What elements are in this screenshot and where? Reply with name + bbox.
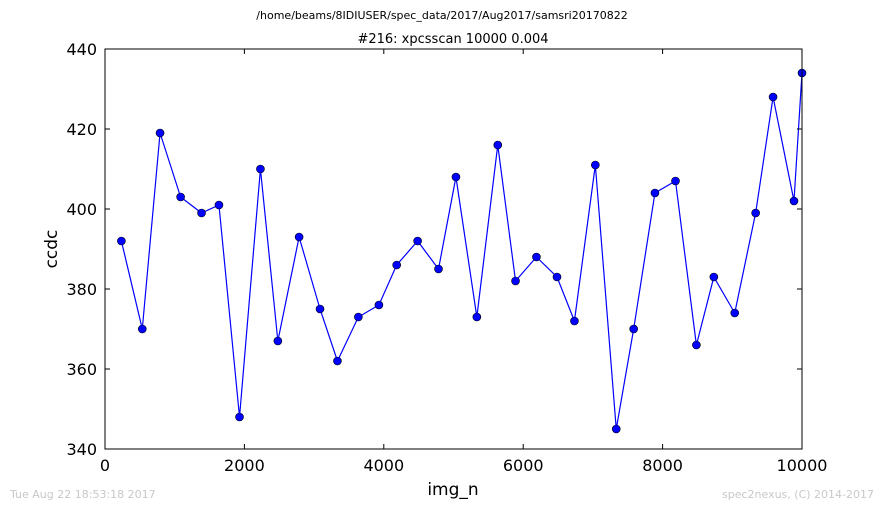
data-point-22: [552, 272, 562, 282]
x-tick-label-1: 2000: [224, 456, 265, 475]
plot-area: [105, 49, 802, 449]
data-point-8: [273, 336, 283, 346]
series-line-0: [120, 72, 803, 430]
data-point-2: [155, 128, 165, 138]
data-point-33: [768, 92, 778, 102]
chart-suptitle: /home/beams/8IDIUSER/spec_data/2017/Aug2…: [256, 9, 627, 22]
data-point-19: [493, 140, 503, 150]
chart-title: #216: xpcsscan 10000 0.004: [357, 32, 548, 47]
data-point-10: [315, 304, 325, 314]
x-tick-label-0: 0: [100, 456, 110, 475]
x-tick-label-3: 6000: [503, 456, 544, 475]
data-point-4: [197, 208, 206, 218]
data-point-6: [235, 412, 244, 422]
footer-timestamp: Tue Aug 22 18:53:18 2017: [9, 488, 156, 501]
y-tick-label-4: 420: [66, 120, 97, 139]
y-axis-label: ccdc: [42, 230, 62, 269]
data-point-3: [176, 192, 185, 202]
x-tick-label-4: 8000: [642, 456, 683, 475]
y-tick-label-0: 340: [66, 440, 97, 459]
data-point-9: [294, 232, 304, 242]
data-point-34: [789, 196, 799, 206]
data-point-30: [709, 272, 719, 282]
data-point-7: [256, 164, 265, 174]
y-tick-label-3: 400: [66, 200, 97, 219]
data-point-18: [472, 312, 482, 322]
data-point-13: [374, 300, 384, 310]
y-tick-label-5: 440: [66, 40, 97, 59]
data-point-14: [392, 260, 401, 270]
y-tick-label-1: 360: [66, 360, 97, 379]
data-point-31: [730, 308, 740, 318]
data-point-21: [532, 252, 541, 262]
x-axis-label: img_n: [427, 480, 478, 500]
data-point-15: [413, 236, 422, 246]
data-point-26: [629, 324, 638, 334]
data-point-25: [611, 424, 621, 434]
data-point-28: [671, 176, 680, 186]
y-tick-label-2: 380: [66, 280, 97, 299]
series-layer: [117, 68, 807, 434]
data-point-20: [511, 276, 520, 286]
x-tick-label-5: 10000: [777, 456, 828, 475]
data-point-17: [451, 172, 461, 182]
data-point-24: [591, 160, 600, 170]
footer-credit: spec2nexus, (C) 2014-2017: [722, 488, 874, 501]
data-point-29: [692, 340, 701, 350]
data-point-27: [650, 188, 660, 198]
data-point-0: [117, 236, 126, 246]
plot-frame: [104, 48, 803, 450]
data-point-16: [434, 264, 443, 274]
data-point-11: [333, 356, 342, 366]
x-tick-label-2: 4000: [363, 456, 404, 475]
data-point-32: [751, 208, 760, 218]
data-point-5: [214, 200, 224, 210]
data-point-12: [354, 312, 363, 322]
data-point-23: [570, 316, 579, 326]
data-point-1: [137, 324, 147, 334]
